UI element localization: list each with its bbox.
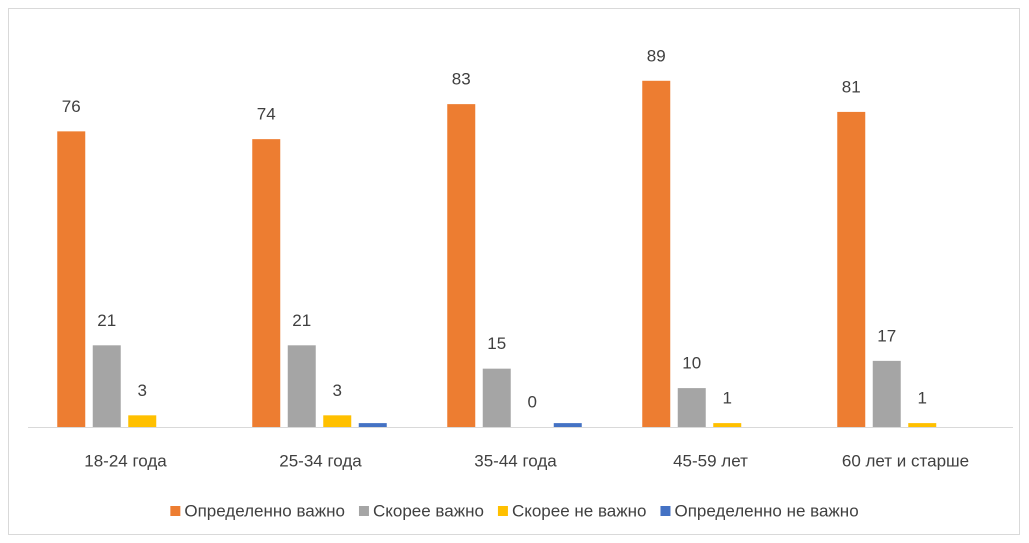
bar — [57, 131, 86, 428]
legend-swatch — [497, 506, 508, 516]
data-label: 83 — [452, 70, 471, 89]
data-label: 1 — [918, 389, 927, 408]
bar — [358, 423, 387, 427]
bar — [642, 80, 671, 427]
data-label: 89 — [647, 46, 666, 65]
legend-label: Определенно не важно — [674, 501, 858, 520]
bar — [252, 139, 281, 427]
x-tick-label: 45-59 лет — [673, 451, 748, 470]
bar — [323, 415, 352, 427]
legend-swatch — [358, 506, 369, 516]
data-label: 21 — [292, 311, 311, 330]
x-tick-label: 60 лет и старше — [842, 451, 969, 470]
legend-swatch — [170, 506, 181, 516]
bar — [287, 345, 316, 427]
legend-swatch — [660, 506, 671, 516]
bar — [482, 368, 511, 427]
bar — [837, 111, 866, 427]
data-label: 15 — [487, 334, 506, 353]
bar — [92, 345, 121, 427]
bar — [128, 415, 157, 427]
bar — [447, 104, 476, 427]
bar — [713, 423, 742, 427]
data-label: 10 — [682, 354, 701, 373]
x-tick-label: 25-34 года — [279, 451, 362, 470]
legend-label: Определенно важно — [184, 501, 345, 520]
legend-label: Скорее важно — [373, 501, 484, 520]
data-label: 1 — [723, 389, 732, 408]
bar — [553, 423, 582, 427]
data-label: 21 — [97, 311, 116, 330]
x-tick-label: 18-24 года — [84, 451, 167, 470]
data-label: 76 — [62, 97, 81, 116]
data-label: 0 — [528, 392, 537, 411]
data-label: 3 — [138, 381, 147, 400]
x-tick-label: 35-44 года — [474, 451, 557, 470]
bar — [872, 360, 901, 427]
data-label: 3 — [333, 381, 342, 400]
bar — [908, 423, 937, 427]
data-label: 17 — [877, 326, 896, 345]
legend-label: Скорее не важно — [512, 501, 647, 520]
data-label: 81 — [842, 77, 861, 96]
bar — [677, 388, 706, 427]
data-label: 74 — [257, 105, 276, 124]
